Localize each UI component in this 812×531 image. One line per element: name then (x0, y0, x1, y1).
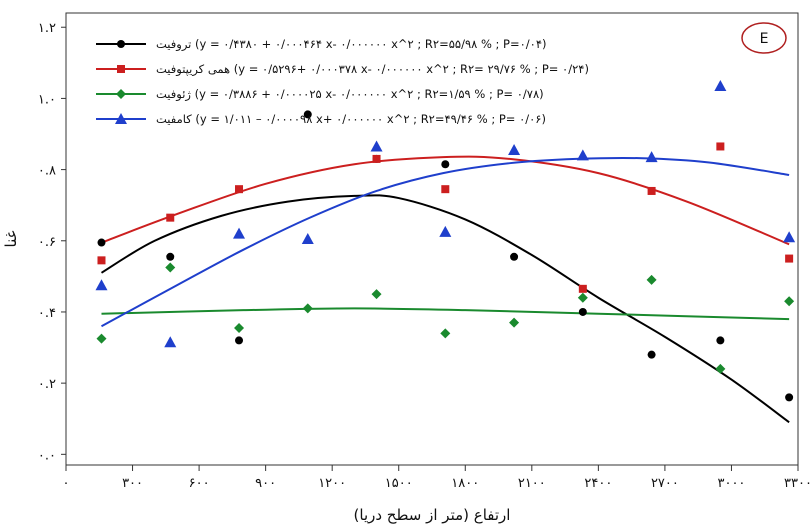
point-series-1-7 (578, 307, 587, 316)
legend: تروفیت (y = ۰/۴۳۸۰ + ۰/۰۰۰۴۶۴ x- ۰/۰۰۰۰۰… (96, 37, 589, 126)
point-series-4-0 (95, 279, 108, 291)
point-series-4-9 (714, 79, 727, 91)
plot-frame (65, 12, 799, 466)
point-series-3-6 (509, 317, 520, 328)
point-series-1-3 (303, 110, 312, 119)
legend-item-series-3: ژئوفیت (y = ۰/۳۸۸۶ + ۰/۰۰۰۰۲۵ x- ۰/۰۰۰۰۰… (96, 87, 544, 102)
point-series-2-4 (441, 185, 450, 194)
point-series-4-7 (576, 149, 589, 161)
panel-label-text: E (760, 31, 769, 47)
y-tick-label-3: ۰.۶ (38, 235, 56, 250)
legend-item-series-1: تروفیت (y = ۰/۴۳۸۰ + ۰/۰۰۰۴۶۴ x- ۰/۰۰۰۰۰… (96, 37, 547, 52)
point-series-2-0 (97, 256, 106, 265)
x-axis-title: ارتفاع (متر از سطح دریا) (354, 506, 511, 524)
point-series-4-5 (439, 225, 452, 237)
fit-curves (100, 155, 790, 424)
point-series-2-7 (716, 142, 725, 151)
x-tick-label-9: ۲۷۰۰ (651, 476, 679, 491)
y-tick-label-1: ۰.۲ (38, 377, 56, 392)
x-tick-label-8: ۲۴۰۰ (584, 476, 612, 491)
point-series-4-3 (301, 233, 314, 244)
y-axis-title: غنا (2, 230, 20, 247)
point-series-3-7 (577, 292, 588, 303)
y-tick-label-0: ۰.۰ (38, 448, 56, 463)
legend-label-series-4: کامفیت (y = ۱/۰۱۱ – ۰/۰۰۰۰۹۸ x+ ۰/۰۰۰۰۰۰… (156, 112, 546, 126)
point-series-1-9 (716, 336, 725, 345)
x-tick-label-5: ۱۵۰۰ (385, 476, 413, 491)
legend-item-series-2: همی کریپتوفیت (y = ۰/۵۲۹۶+ ۰/۰۰۰۳۷۸ x- ۰… (96, 62, 589, 77)
fit-curve-series-2 (101, 155, 790, 246)
point-series-3-8 (646, 274, 657, 285)
point-series-4-8 (645, 151, 658, 163)
point-series-2-6 (647, 186, 656, 195)
axis-ticks: ۰ ۳۰۰ ۶۰۰ ۹۰۰ ۱۲۰۰ ۱۵۰۰ ۱۸۰۰ ۲۱۰۰ ۲۴۰۰ ۲۷۰۰ ۳۰۰۰ ۳۳… (38, 21, 812, 491)
point-series-3-0 (96, 333, 107, 344)
point-series-2-3 (372, 154, 381, 163)
x-tick-label-1: ۳۰۰ (122, 476, 143, 491)
point-series-4-10 (783, 231, 796, 243)
legend-label-series-3: ژئوفیت (y = ۰/۳۸۸۶ + ۰/۰۰۰۰۲۵ x- ۰/۰۰۰۰۰… (156, 87, 544, 102)
x-tick-label-11: ۳۳۰۰ (784, 476, 812, 491)
x-tick-label-10: ۳۰۰۰ (717, 476, 745, 491)
point-series-2-2 (235, 185, 244, 194)
point-series-1-0 (97, 238, 106, 247)
point-series-4-6 (508, 144, 521, 156)
fit-curve-series-1 (100, 194, 790, 424)
fit-curve-series-4 (101, 156, 790, 328)
point-series-4-2 (233, 227, 246, 239)
point-series-1-8 (647, 350, 656, 359)
x-tick-label-2: ۶۰۰ (189, 476, 210, 491)
point-series-2-5 (578, 284, 587, 293)
x-tick-label-3: ۹۰۰ (255, 476, 276, 491)
fit-curve-series-3 (101, 307, 790, 321)
point-series-1-10 (785, 393, 794, 402)
point-series-3-3 (302, 303, 313, 314)
legend-item-series-4: کامفیت (y = ۱/۰۱۱ – ۰/۰۰۰۰۹۸ x+ ۰/۰۰۰۰۰۰… (96, 112, 546, 126)
point-series-3-5 (440, 328, 451, 339)
x-tick-label-4: ۱۲۰۰ (318, 476, 346, 491)
legend-label-series-1: تروفیت (y = ۰/۴۳۸۰ + ۰/۰۰۰۴۶۴ x- ۰/۰۰۰۰۰… (156, 37, 547, 52)
point-series-4-1 (164, 336, 177, 348)
point-series-1-1 (166, 252, 175, 261)
point-series-1-5 (441, 160, 450, 169)
y-tick-label-6: ۱.۲ (38, 21, 56, 36)
point-series-3-9 (715, 363, 726, 374)
point-series-1-6 (510, 252, 519, 261)
data-points (95, 79, 796, 402)
point-series-2-8 (785, 254, 794, 263)
point-series-3-10 (784, 296, 795, 307)
point-series-1-2 (235, 336, 244, 345)
panel-label: E (741, 22, 787, 54)
point-series-3-2 (234, 322, 245, 333)
x-tick-label-0: ۰ (63, 476, 70, 491)
x-tick-label-6: ۱۸۰۰ (451, 476, 479, 491)
point-series-3-4 (371, 289, 382, 300)
point-series-4-4 (370, 140, 383, 152)
y-tick-label-2: ۰.۴ (38, 306, 56, 321)
x-tick-label-7: ۲۱۰۰ (518, 476, 546, 491)
point-series-3-1 (165, 262, 176, 273)
y-tick-label-5: ۱.۰ (38, 92, 56, 107)
legend-label-series-2: همی کریپتوفیت (y = ۰/۵۲۹۶+ ۰/۰۰۰۳۷۸ x- ۰… (156, 62, 589, 77)
y-tick-label-4: ۰.۸ (38, 164, 56, 179)
point-series-2-1 (166, 213, 175, 222)
